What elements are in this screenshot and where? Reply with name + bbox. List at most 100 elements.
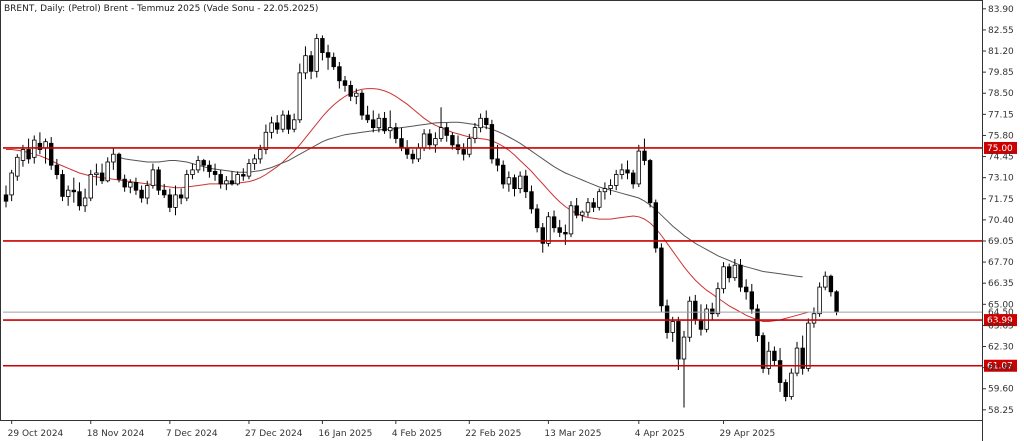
x-tick-label: 4 Feb 2025 (392, 429, 442, 439)
candle-body (506, 177, 512, 185)
candle-body (297, 72, 302, 121)
candle-body (608, 185, 613, 189)
candle (224, 176, 229, 191)
candle-body (133, 181, 139, 191)
horizontal-level-badge (984, 141, 1017, 154)
candle (354, 88, 359, 105)
candle (512, 174, 517, 197)
candle-body (512, 177, 517, 189)
candle-body (828, 275, 834, 293)
candle-body (342, 80, 348, 86)
y-tick-label: 60.95 (988, 364, 1014, 374)
candle (484, 110, 489, 130)
candle (777, 348, 783, 392)
candle (597, 188, 602, 211)
candle-body (783, 382, 788, 398)
candle-body (546, 216, 551, 244)
candle (704, 304, 709, 333)
candle (167, 188, 173, 213)
candle (308, 51, 314, 80)
candle (77, 182, 82, 211)
candle (591, 197, 596, 213)
candle-body (20, 149, 26, 161)
candle-body (263, 131, 269, 150)
candle (26, 138, 31, 164)
candle (314, 33, 319, 78)
candle (433, 132, 438, 153)
current-price-label: 64.50 (988, 308, 1014, 318)
y-tick-label: 70.40 (988, 216, 1014, 226)
candle (461, 143, 466, 161)
candle-body (218, 174, 223, 185)
candle (755, 304, 760, 342)
candle-body (659, 247, 664, 307)
candle (602, 182, 608, 200)
candle-body (77, 191, 82, 207)
candle (320, 35, 325, 61)
candle-body (484, 117, 489, 126)
candle-body (161, 189, 167, 196)
candle (342, 76, 348, 92)
candle-body (212, 170, 218, 175)
candle (811, 307, 817, 328)
candle (88, 169, 93, 202)
candle (393, 122, 399, 144)
candle (178, 188, 184, 205)
candle-body (184, 174, 189, 199)
horizontal-level-badge (984, 359, 1017, 372)
candle-body (122, 178, 127, 188)
candle-body (167, 194, 173, 208)
current-price-label-bg (984, 306, 1022, 318)
candle-body (269, 122, 274, 133)
candle (500, 160, 506, 189)
candle (370, 110, 376, 133)
y-tick-label: 58.25 (988, 406, 1014, 416)
candle (495, 144, 500, 172)
candle-body (404, 147, 410, 155)
candle (438, 107, 444, 142)
candle-body (744, 286, 749, 293)
candle (585, 197, 591, 217)
candle-body (66, 189, 71, 197)
candle (94, 163, 99, 186)
candle-body (308, 55, 314, 72)
candle-body (478, 117, 483, 129)
horizontal-level-label: 75.00 (987, 144, 1013, 154)
horizontal-level-label: 63.99 (987, 316, 1013, 326)
candle (772, 346, 777, 366)
candle (529, 185, 534, 214)
candle-body (455, 144, 461, 150)
candle-body (399, 138, 404, 149)
candle-body (433, 138, 438, 146)
candle (749, 283, 754, 314)
candle (800, 335, 805, 375)
candle-body (710, 308, 715, 315)
candle (66, 185, 71, 206)
candle-body (37, 142, 43, 151)
candle (184, 169, 189, 202)
candle-body (195, 160, 201, 171)
plot-area[interactable] (0, 0, 983, 421)
candle-body (500, 164, 506, 185)
candle (9, 169, 14, 202)
candle-body (320, 38, 325, 54)
candle (834, 290, 839, 316)
candle (450, 132, 455, 150)
candle (376, 113, 382, 133)
candle (128, 179, 133, 194)
candle-body (715, 288, 721, 315)
y-tick-label: 79.85 (988, 68, 1014, 78)
candle (659, 243, 664, 313)
x-tick-label: 18 Nov 2024 (87, 429, 145, 439)
candle (766, 341, 771, 375)
candle-body (777, 360, 783, 383)
candle-body (563, 231, 568, 235)
candle (60, 169, 65, 202)
candle (817, 282, 822, 317)
candle (15, 154, 20, 181)
candle-body (387, 127, 393, 132)
candle (150, 163, 156, 189)
candle (625, 160, 630, 180)
candle (518, 171, 523, 194)
